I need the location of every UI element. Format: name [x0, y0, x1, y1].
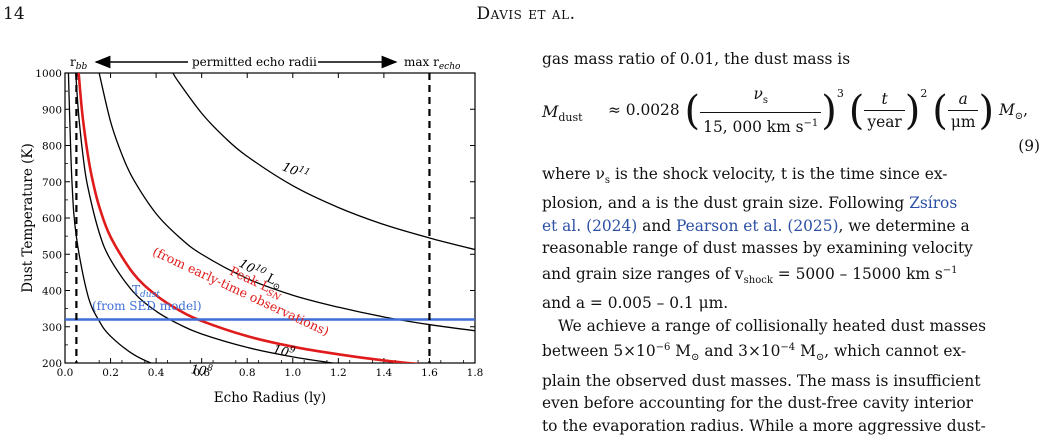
x-tick-label: 1.8: [467, 367, 484, 379]
x-tick-label: 1.4: [376, 367, 393, 379]
y-tick-label: 900: [42, 104, 62, 116]
paragraph-1: where νs is the shock velocity, t is the…: [542, 164, 973, 313]
y-tick-label: 400: [42, 286, 62, 298]
svg-text:(from early-time observations): (from early-time observations): [150, 244, 331, 339]
paragraph-2: We achieve a range of collisionally heat…: [542, 316, 987, 435]
x-tick-label: 0.8: [239, 367, 256, 379]
peak-lsn-curve: [77, 73, 421, 363]
text-line: gas mass ratio of 0.01, the dust mass is: [542, 50, 851, 68]
luminosity-label-1e10: 1010 L⊙: [235, 255, 285, 293]
running-title: Davis et al.: [476, 4, 576, 24]
luminosity-curve-1e11: [172, 73, 475, 251]
equation-number: (9): [1018, 136, 1040, 155]
y-tick-label: 300: [42, 322, 62, 334]
curves-group: [65, 73, 475, 363]
y-tick-label: 800: [42, 141, 62, 153]
x-tick-label: 0.0: [57, 367, 74, 379]
x-axis-label: Echo Radius (ly): [214, 390, 326, 406]
x-tick-label: 1.0: [284, 367, 301, 379]
luminosity-curve-1e9: [75, 73, 338, 363]
y-tick-label: 700: [42, 177, 62, 189]
y-tick-label: 600: [42, 213, 62, 225]
equation-9: Mdust ≈ 0.0028 (νs 15, 000 km s−1)3 (t yea…: [542, 79, 1052, 161]
citation-pearson[interactable]: Pearson et al. (2025): [675, 216, 839, 235]
rbb-label: rbb: [70, 55, 88, 72]
luminosity-label-1e8: 108: [190, 361, 214, 379]
peak-lsn-annotation: Peak LSN (from early-time observations): [150, 244, 331, 339]
y-axis-label: Dust Temperature (K): [20, 143, 36, 293]
luminosity-curve-1e8: [67, 73, 153, 363]
x-tick-label: 0.6: [193, 367, 210, 379]
y-tick-label: 200: [42, 358, 62, 370]
luminosity-curve-1e10: [98, 73, 475, 332]
luminosity-label-1e11: 1011: [280, 159, 311, 183]
page-number: 14: [3, 4, 25, 24]
y-tick-label: 500: [42, 249, 62, 261]
svg-text:Tdust: Tdust: [132, 283, 160, 300]
citation-zsiros-year[interactable]: et al. (2024): [542, 216, 638, 235]
plot-area: 0.0 0.2 0.4 0.6 0.8 1.0 1.2 1.4 1.6 1.8 200 300 400 5…: [35, 68, 484, 379]
body-text-column: gas mass ratio of 0.01, the dust mass is…: [542, 48, 1052, 437]
x-tick-label: 0.4: [148, 367, 165, 379]
svg-text:(from SED model): (from SED model): [92, 299, 202, 313]
permitted-echo-radii-label: permitted echo radii: [192, 55, 317, 69]
citation-zsiros[interactable]: Zsíros: [909, 194, 958, 213]
tdust-annotation: Tdust (from SED model): [92, 283, 202, 313]
x-tick-label: 1.2: [330, 367, 347, 379]
max-recho-label: max recho: [404, 55, 461, 72]
x-tick-label: 1.6: [421, 367, 438, 379]
dust-temperature-figure: rbb permitted echo radii max recho 0.0 0.…: [20, 55, 484, 406]
luminosity-label-1e9: 109: [272, 341, 297, 361]
y-tick-label: 1000: [35, 68, 62, 80]
x-tick-label: 0.2: [102, 367, 119, 379]
